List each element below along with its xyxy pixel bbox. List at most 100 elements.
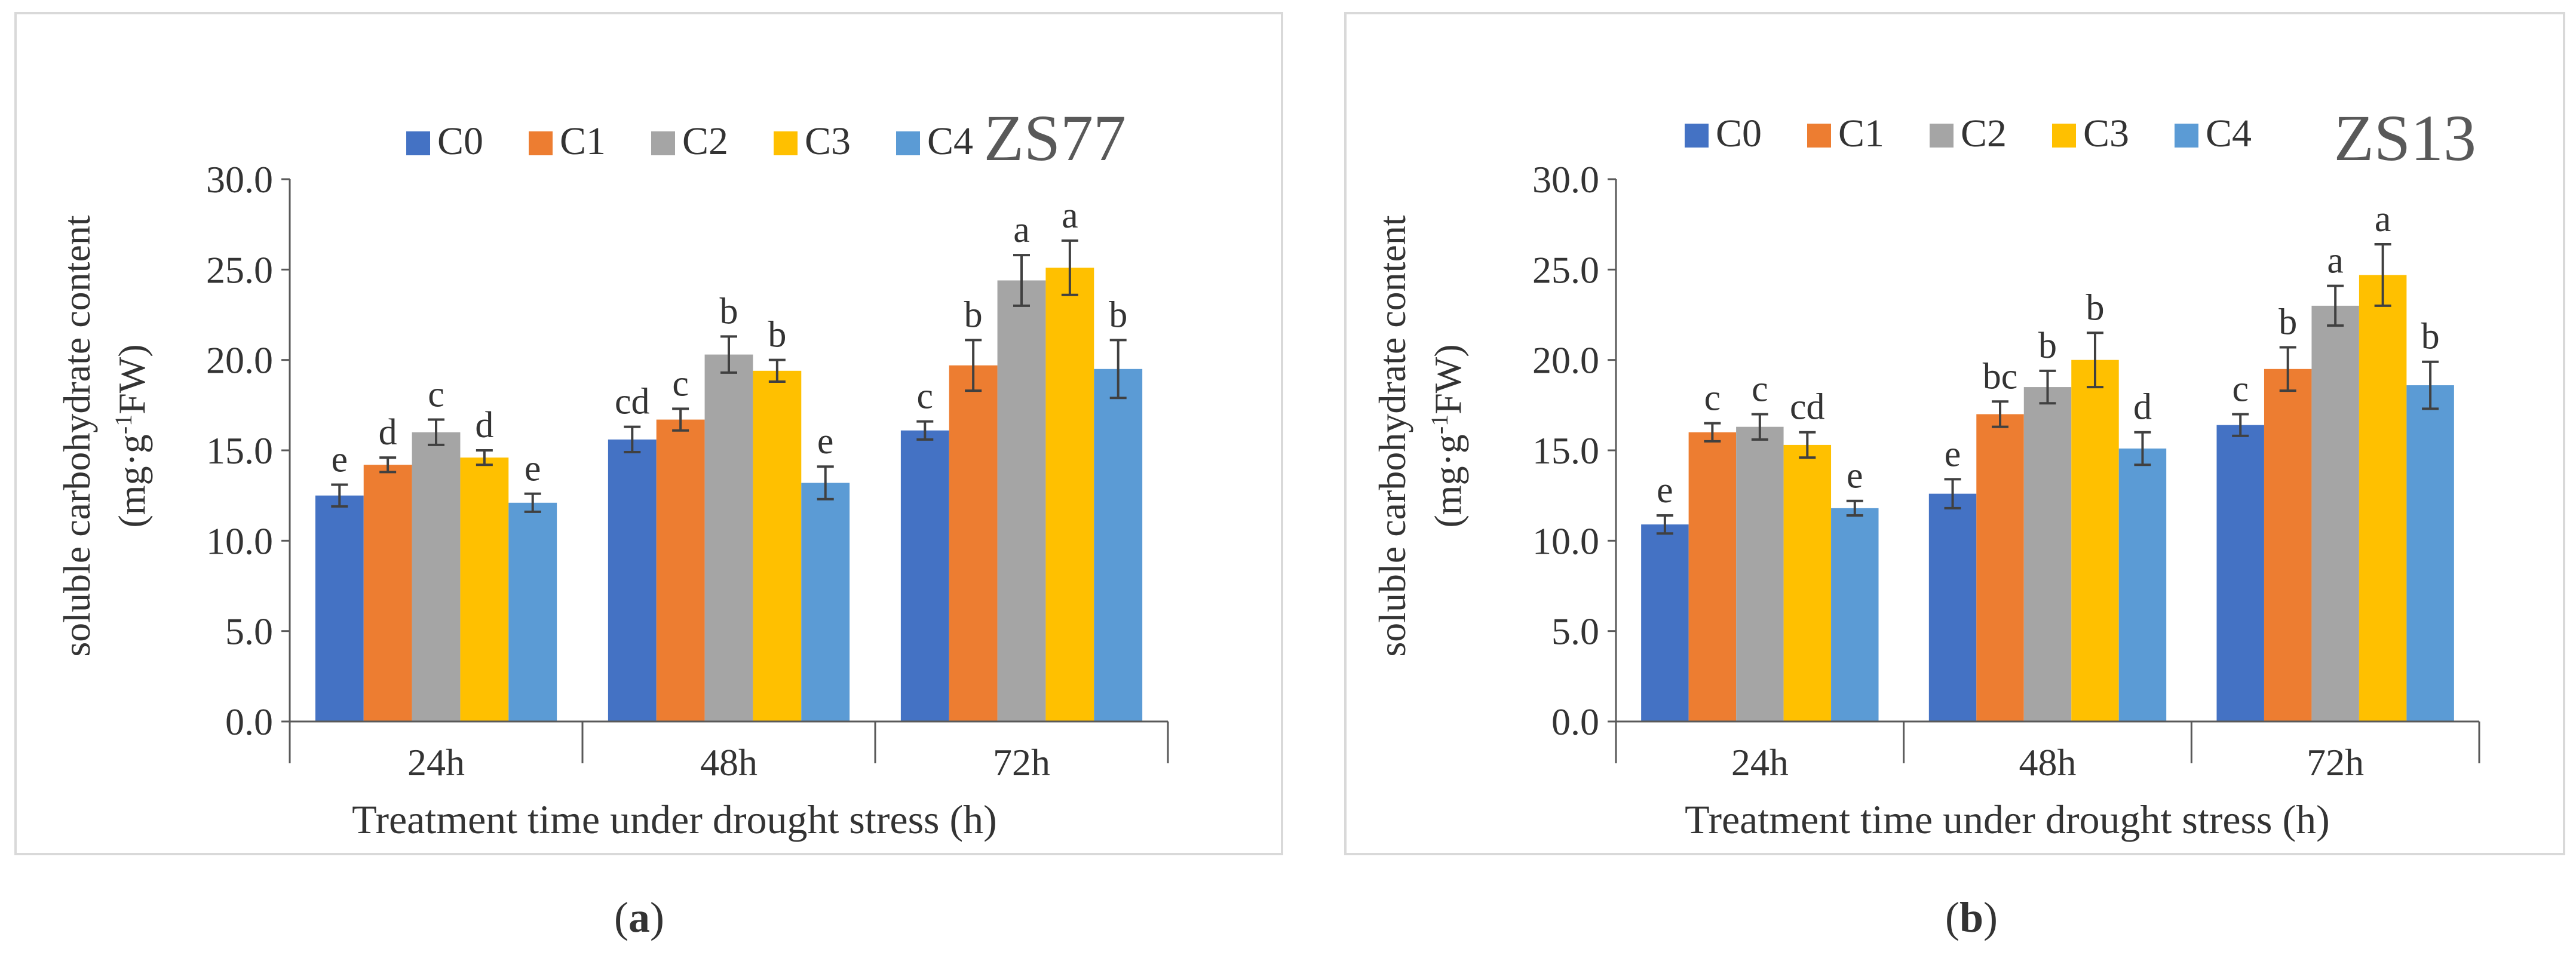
- chart-b-significance-letter: a: [2327, 241, 2344, 281]
- chart-b-bar: [2216, 425, 2264, 721]
- chart-a-bar: [801, 483, 850, 721]
- chart-a-ylabel-unit-prefix: (mg·g: [111, 434, 153, 527]
- chart-a-significance-letter: a: [1013, 210, 1030, 250]
- chart-a-legend-label: C2: [682, 119, 728, 163]
- chart-a-bar: [412, 432, 461, 721]
- chart-a-significance-letter: c: [428, 374, 444, 415]
- chart-a-xlabel: Treatment time under drought stress (h): [352, 797, 997, 842]
- chart-a-legend-swatch: [651, 131, 675, 155]
- chart-a-ytick-label: 20.0: [206, 339, 273, 382]
- chart-b-bars: [1641, 275, 2454, 721]
- chart-a-ytick-label: 10.0: [206, 520, 273, 562]
- chart-b-legend-swatch: [1930, 124, 1954, 148]
- chart-a-significance-letter: a: [1062, 195, 1078, 236]
- panel-label-b-letter: b: [1959, 893, 1983, 941]
- chart-b-bar: [2406, 385, 2454, 721]
- chart-a-ytick-label: 0.0: [225, 701, 273, 743]
- chart-a-ylabel-line1: soluble carbohydrate content: [56, 215, 98, 657]
- chart-b-xtick-label: 24h: [1731, 741, 1789, 784]
- chart-a-significance-letter: b: [768, 315, 786, 355]
- chart-a-xtick-label: 24h: [407, 741, 465, 784]
- chart-b-bar: [1641, 524, 1689, 721]
- chart-b-axes: 0.0 5.0 10.0 15.0 20.0 25.0 30.0 24h 48h 72h: [1532, 158, 2480, 784]
- chart-a-significance-letter: d: [379, 412, 397, 453]
- chart-b-ytick-label: 25.0: [1532, 248, 1599, 291]
- chart-b-bar: [1688, 432, 1737, 721]
- chart-b-significance-letter: bc: [1983, 356, 2018, 397]
- chart-b-legend-swatch: [1685, 124, 1709, 148]
- chart-b-xtick-label: 48h: [2019, 741, 2077, 784]
- chart-b-significance-letter: e: [1945, 434, 1961, 474]
- chart-b-ylabel-unit-superscript: -1: [1426, 414, 1453, 434]
- chart-a-bar: [363, 465, 412, 721]
- chart-b-legend-swatch: [1807, 124, 1831, 148]
- chart-b-bar: [1976, 414, 2024, 721]
- chart-a-ytick-label: 5.0: [225, 610, 273, 653]
- chart-a-bar: [949, 365, 998, 721]
- chart-b-legend-label: C1: [1838, 112, 1884, 155]
- chart-b-bar: [2264, 369, 2312, 721]
- chart-b-xtick-label: 72h: [2307, 741, 2364, 784]
- chart-b-significance-letter: b: [2038, 326, 2057, 366]
- chart-a-legend-swatch: [896, 131, 920, 155]
- chart-b-ylabel-unit-prefix: (mg·g: [1427, 434, 1469, 527]
- chart-b-legend-swatch: [2052, 124, 2076, 148]
- chart-b-significance-letter: a: [2375, 199, 2391, 240]
- chart-a-significance-letter: e: [817, 421, 834, 462]
- chart-a-significance-letter: e: [332, 440, 348, 480]
- chart-b-ytick-label: 15.0: [1532, 429, 1599, 472]
- chart-b-legend-label: C3: [2083, 112, 2129, 155]
- chart-a-bar: [460, 457, 509, 721]
- panel-label-a-open-paren: (: [614, 893, 628, 941]
- chart-b-bar: [1928, 493, 1977, 721]
- chart-b-ytick-label: 30.0: [1532, 158, 1599, 201]
- chart-b-significance-letter: b: [2086, 287, 2104, 328]
- chart-a-bar: [1094, 369, 1143, 721]
- chart-b-significance-letter: c: [1704, 378, 1721, 419]
- chart-a-bar: [315, 495, 364, 721]
- chart-b-significance-letter: cd: [1790, 387, 1825, 428]
- chart-a-ylabel-unit-superscript: -1: [110, 414, 137, 434]
- chart-b-ylabel-line2: (mg·g-1FW): [1426, 344, 1469, 527]
- panel-label-a: (a): [614, 893, 664, 941]
- chart-a-significance-letter: c: [917, 376, 934, 417]
- chart-a-ytick-label: 25.0: [206, 248, 273, 291]
- chart-b-ytick-label: 5.0: [1551, 610, 1599, 653]
- chart-a-legend-swatch: [529, 131, 553, 155]
- chart-a-bar: [656, 419, 705, 721]
- chart-b-ytick-label: 10.0: [1532, 520, 1599, 562]
- chart-a-bar: [608, 439, 657, 721]
- chart-a-significance-letter: e: [525, 449, 541, 489]
- chart-a-title: ZS77: [984, 102, 1126, 174]
- chart-a-xtick-label: 48h: [700, 741, 758, 784]
- chart-a-ylabel-unit-suffix: FW): [111, 344, 153, 414]
- chart-a-bars: [315, 268, 1143, 722]
- chart-b-bar: [1736, 426, 1784, 721]
- chart-b-legend: C0 C1 C2 C3 C4: [1685, 112, 2252, 155]
- chart-a-significance-letter: d: [475, 405, 493, 446]
- panel-label-b-close-paren: ): [1983, 893, 1998, 941]
- chart-panel-a: ZS77 soluble carbohydrate content (mg·g-…: [14, 12, 1283, 855]
- chart-b-title: ZS13: [2334, 102, 2476, 174]
- panel-label-a-close-paren: ): [650, 893, 664, 941]
- chart-b-significance-letter: e: [1657, 470, 1673, 511]
- chart-a-bar: [997, 280, 1046, 721]
- chart-b-bar: [2311, 305, 2359, 721]
- panel-label-a-letter: a: [628, 893, 650, 941]
- chart-b-bar: [2118, 448, 2167, 721]
- chart-a-ylabel-line2: (mg·g-1FW): [110, 344, 153, 527]
- chart-a-ytick-label: 15.0: [206, 429, 273, 472]
- chart-a-legend-label: C0: [437, 119, 483, 163]
- chart-b-legend-label: C0: [1716, 112, 1762, 155]
- chart-a-xtick-label: 72h: [993, 741, 1050, 784]
- chart-b-ylabel-unit-suffix: FW): [1427, 344, 1469, 414]
- chart-a-legend-swatch: [406, 131, 430, 155]
- chart-b-bar: [2359, 275, 2407, 721]
- chart-b-bar: [1831, 508, 1879, 721]
- chart-b-significance-letter: d: [2133, 387, 2152, 428]
- chart-a-bar: [753, 370, 802, 721]
- panel-label-b-open-paren: (: [1945, 893, 1959, 941]
- chart-panel-b: ZS13 soluble carbohydrate content (mg·g-…: [1344, 12, 2565, 855]
